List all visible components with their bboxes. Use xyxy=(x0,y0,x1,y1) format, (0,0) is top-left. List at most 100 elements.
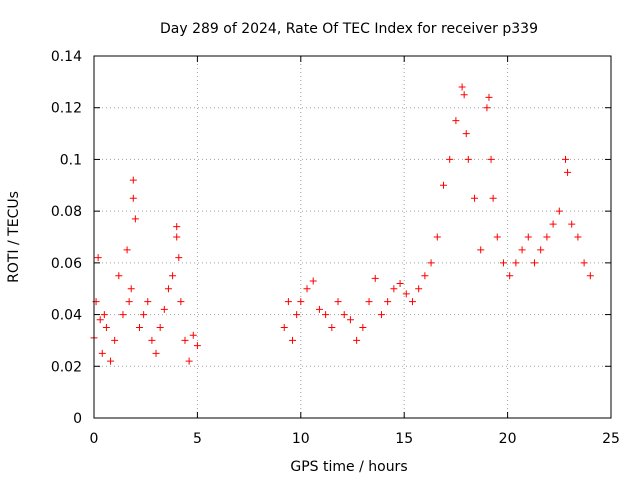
grid-lines xyxy=(94,56,611,418)
x-tick-label: 0 xyxy=(90,431,99,447)
data-point xyxy=(293,311,301,319)
data-point xyxy=(549,220,557,228)
data-point xyxy=(98,349,106,357)
data-point xyxy=(555,207,563,215)
data-point xyxy=(458,83,466,91)
data-point xyxy=(421,272,429,280)
y-tick-label: 0.08 xyxy=(51,204,82,220)
data-point xyxy=(489,194,497,202)
data-point xyxy=(280,324,288,331)
data-point xyxy=(439,181,447,189)
data-point xyxy=(284,298,292,306)
data-point xyxy=(119,311,127,319)
data-point xyxy=(173,223,181,231)
data-point xyxy=(107,357,115,365)
data-point xyxy=(359,324,367,331)
data-point xyxy=(346,316,354,324)
data-point xyxy=(181,336,189,344)
data-point xyxy=(377,311,385,319)
data-point xyxy=(173,233,181,241)
data-point xyxy=(390,285,398,293)
data-point xyxy=(177,298,185,306)
data-point xyxy=(123,246,131,254)
data-point xyxy=(562,155,570,163)
axis-ticks xyxy=(93,55,612,419)
data-point xyxy=(140,311,148,319)
data-point xyxy=(129,176,137,184)
x-tick-label: 10 xyxy=(292,431,310,447)
data-point xyxy=(485,93,493,101)
y-tick-label: 0.06 xyxy=(51,256,82,272)
data-point xyxy=(530,259,538,267)
y-tick-label: 0.02 xyxy=(51,359,82,375)
data-point xyxy=(100,311,108,319)
data-point xyxy=(483,104,491,112)
data-point xyxy=(415,285,423,293)
data-point xyxy=(446,155,454,163)
data-point xyxy=(129,194,137,202)
data-point xyxy=(568,220,576,228)
x-tick-labels: 0 5 10 15 20 25 xyxy=(90,431,620,447)
x-tick-label: 5 xyxy=(193,431,202,447)
data-point xyxy=(303,285,311,293)
y-tick-labels: 0 0.02 0.04 0.06 0.08 0.1 0.12 0.14 xyxy=(51,49,82,427)
data-point xyxy=(322,311,330,319)
y-tick-label: 0.14 xyxy=(51,49,82,65)
data-point xyxy=(452,117,460,125)
data-point xyxy=(524,233,532,241)
x-tick-label: 20 xyxy=(499,431,517,447)
data-point xyxy=(185,357,193,365)
data-point xyxy=(433,233,441,241)
data-point xyxy=(537,246,545,254)
data-point xyxy=(487,155,495,163)
data-point xyxy=(102,324,110,331)
data-point xyxy=(427,259,435,267)
data-point xyxy=(499,259,507,267)
data-point xyxy=(518,246,526,254)
y-tick-label: 0.12 xyxy=(51,101,82,117)
data-point xyxy=(512,259,520,267)
data-point xyxy=(309,277,317,285)
data-point xyxy=(169,272,177,280)
data-point xyxy=(574,233,582,241)
data-point xyxy=(127,285,135,293)
data-point xyxy=(315,305,323,313)
y-tick-label: 0.04 xyxy=(51,308,82,324)
data-point xyxy=(408,298,416,306)
data-point xyxy=(94,254,102,262)
data-point xyxy=(462,130,470,138)
y-tick-label: 0.1 xyxy=(60,152,82,168)
x-axis-label: GPS time / hours xyxy=(290,459,407,475)
chart-title: Day 289 of 2024, Rate Of TEC Index for r… xyxy=(160,21,538,37)
data-point xyxy=(371,274,379,282)
data-point xyxy=(471,194,479,202)
data-point xyxy=(328,324,336,331)
data-points xyxy=(90,83,594,365)
y-tick-label: 0 xyxy=(73,411,82,427)
data-point xyxy=(96,316,104,324)
data-point xyxy=(384,298,392,306)
data-point xyxy=(586,272,594,280)
data-point xyxy=(464,155,472,163)
data-point xyxy=(111,336,119,344)
data-point xyxy=(193,342,201,350)
data-point xyxy=(564,168,572,176)
data-point xyxy=(115,272,123,280)
y-axis-label: ROTI / TECUs xyxy=(6,191,22,283)
plot-frame xyxy=(93,55,612,419)
data-point xyxy=(493,233,501,241)
data-point xyxy=(175,254,183,262)
data-point xyxy=(125,298,133,306)
data-point xyxy=(297,298,305,306)
data-point xyxy=(164,285,172,293)
data-point xyxy=(543,233,551,241)
data-point xyxy=(353,336,361,344)
data-point xyxy=(365,298,373,306)
data-point xyxy=(334,298,342,306)
data-point xyxy=(152,349,160,357)
data-point xyxy=(135,324,143,331)
data-point xyxy=(160,305,168,313)
data-point xyxy=(131,215,139,223)
